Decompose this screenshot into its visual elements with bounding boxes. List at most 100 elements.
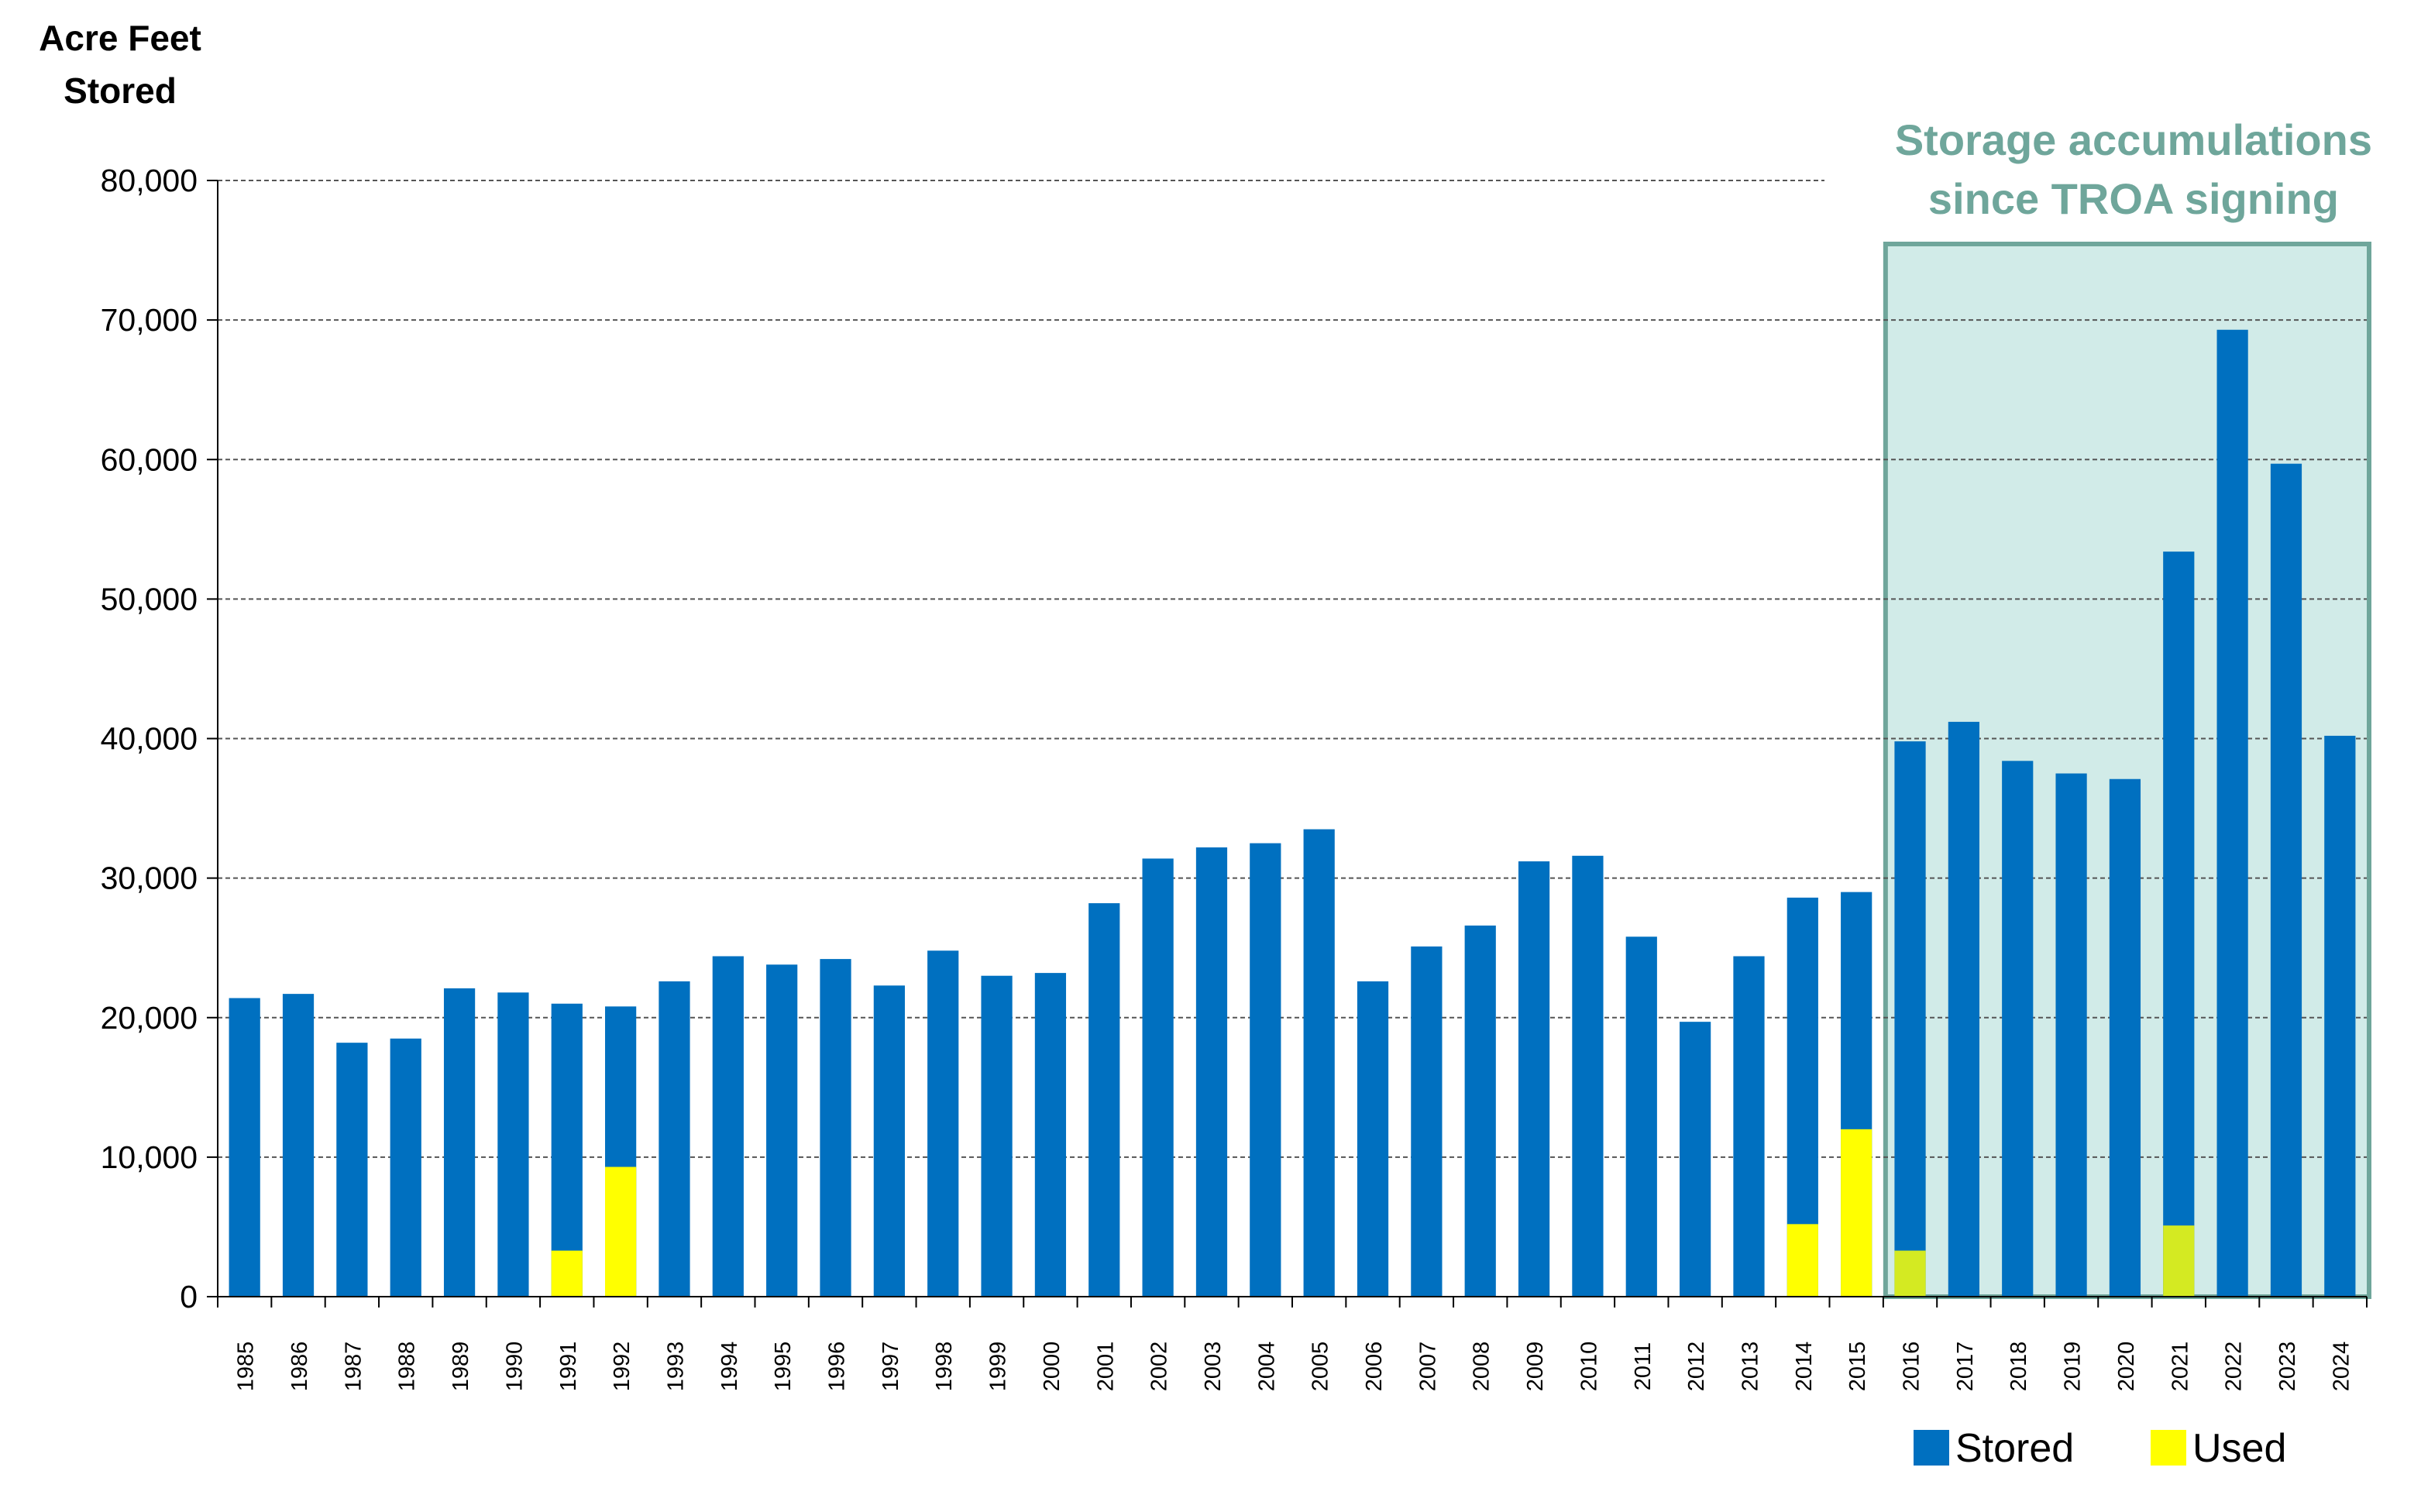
x-tick-label: 1994	[717, 1342, 742, 1392]
bar-stored-1986	[282, 994, 315, 1297]
y-axis-label-line-1: Acre Feet	[39, 18, 201, 58]
y-tick-label: 50,000	[101, 581, 198, 617]
bar-stored-1999	[981, 975, 1013, 1297]
x-tick-label: 1996	[825, 1342, 850, 1392]
bar-stored-2009	[1518, 861, 1550, 1297]
legend-swatch-used	[2151, 1430, 2186, 1466]
bar-stored-2000	[1034, 973, 1067, 1297]
x-tick-label: 1992	[610, 1342, 634, 1392]
x-tick-label: 1989	[449, 1342, 473, 1392]
y-tick-label: 10,000	[101, 1139, 198, 1175]
bar-stored-2008	[1464, 925, 1496, 1297]
y-tick-label: 40,000	[101, 721, 198, 757]
bar-stored-2023	[2270, 463, 2302, 1297]
x-tick-label: 1993	[663, 1342, 688, 1392]
bar-stored-2007	[1411, 946, 1443, 1297]
x-tick-label: 2011	[1631, 1342, 1656, 1390]
x-tick-label: 2020	[2114, 1342, 2139, 1392]
bar-stored-2013	[1733, 956, 1765, 1297]
annotation-text-line-1: Storage accumulations	[1895, 115, 2372, 164]
bar-used-2021	[2163, 1225, 2195, 1297]
y-tick-label: 20,000	[101, 1000, 198, 1036]
y-tick-label: 70,000	[101, 302, 198, 338]
x-tick-label: 2003	[1201, 1342, 1226, 1392]
x-tick-label: 1987	[341, 1342, 366, 1392]
bar-stored-1996	[820, 959, 851, 1297]
x-tick-label: 2018	[2007, 1342, 2031, 1392]
legend-label-stored: Stored	[1955, 1426, 2074, 1471]
x-tick-label: 2002	[1147, 1342, 1172, 1392]
x-tick-label: 2017	[1953, 1342, 1978, 1392]
bar-stored-2017	[1948, 721, 1979, 1297]
bar-stored-2021	[2163, 552, 2195, 1297]
x-tick-label: 2009	[1523, 1342, 1548, 1392]
x-tick-label: 2015	[1845, 1342, 1870, 1392]
bar-stored-1988	[390, 1038, 421, 1297]
bar-used-2016	[1894, 1250, 1926, 1297]
bar-used-2014	[1787, 1224, 1818, 1297]
bar-stored-2019	[2055, 773, 2087, 1297]
x-tick-label: 2021	[2168, 1342, 2192, 1392]
bar-stored-2016	[1894, 741, 1926, 1297]
legend-swatch-stored	[1914, 1430, 1949, 1466]
bars	[229, 329, 2356, 1297]
y-tick-label: 30,000	[101, 861, 198, 896]
x-tick-label: 1988	[395, 1342, 420, 1392]
x-tick-label: 1997	[879, 1342, 903, 1392]
legend: Stored Used	[1914, 1426, 2286, 1471]
bar-stored-1991	[551, 1003, 583, 1297]
bar-stored-2024	[2324, 735, 2356, 1297]
x-tick-label: 2024	[2329, 1342, 2354, 1392]
bar-stored-1994	[712, 956, 744, 1297]
bar-stored-2011	[1625, 936, 1657, 1297]
bar-stored-1987	[336, 1043, 368, 1297]
x-tick-label: 1999	[986, 1342, 1011, 1392]
bar-used-1991	[551, 1250, 583, 1297]
x-tick-label: 1998	[932, 1342, 957, 1392]
x-tick-label: 2023	[2275, 1342, 2300, 1392]
x-tick-label: 1991	[556, 1342, 581, 1392]
x-tick-label: 2016	[1900, 1342, 1924, 1392]
x-tick-label: 2005	[1309, 1342, 1333, 1392]
y-tick-label: 0	[180, 1279, 198, 1314]
bar-stored-1985	[229, 998, 260, 1297]
x-axis-ticks: 1985 1986 1987 1988 1989 1990 1991 1992 1993 1994…	[217, 1297, 2368, 1392]
x-tick-label: 2022	[2222, 1342, 2247, 1392]
x-tick-label: 2014	[1792, 1342, 1817, 1392]
y-axis-ticks: 0 10,000 20,000 30,000 40,000 50,000 60,000 70,…	[101, 163, 218, 1314]
bar-stored-1989	[443, 988, 476, 1297]
bar-stored-2004	[1250, 843, 1281, 1297]
bar-stored-1995	[766, 964, 798, 1297]
bar-stored-1990	[497, 992, 529, 1297]
bar-stored-2001	[1088, 903, 1120, 1297]
annotation-text-line-2: since TROA signing	[1928, 174, 2339, 223]
bar-stored-2002	[1142, 858, 1174, 1297]
bar-stored-2006	[1357, 981, 1389, 1297]
bar-stored-1997	[873, 985, 905, 1297]
x-tick-label: 2001	[1093, 1342, 1118, 1392]
bar-stored-2020	[2109, 778, 2141, 1297]
x-tick-label: 2004	[1254, 1342, 1279, 1392]
bar-stored-1998	[927, 950, 959, 1297]
x-tick-label: 2000	[1040, 1342, 1064, 1392]
x-tick-label: 1990	[502, 1342, 527, 1392]
bar-stored-2018	[2002, 761, 2034, 1297]
x-tick-label: 1985	[234, 1342, 259, 1392]
y-axis-label-line-2: Stored	[64, 70, 177, 111]
legend-label-used: Used	[2192, 1426, 2286, 1471]
x-tick-label: 1995	[771, 1342, 796, 1392]
bar-stored-2022	[2216, 329, 2248, 1297]
x-tick-label: 2006	[1362, 1342, 1387, 1392]
bar-stored-1993	[659, 981, 690, 1297]
bar-stored-2005	[1303, 829, 1335, 1297]
bar-stored-2010	[1572, 855, 1604, 1297]
x-tick-label: 2019	[2061, 1342, 2086, 1392]
x-tick-label: 2010	[1577, 1342, 1601, 1392]
bar-used-2015	[1841, 1129, 1872, 1297]
y-tick-label: 80,000	[101, 163, 198, 198]
x-tick-label: 2007	[1415, 1342, 1440, 1392]
x-tick-label: 2008	[1470, 1342, 1494, 1392]
x-tick-label: 2012	[1684, 1342, 1709, 1392]
x-tick-label: 1986	[287, 1342, 312, 1392]
bar-stored-2012	[1680, 1022, 1711, 1297]
